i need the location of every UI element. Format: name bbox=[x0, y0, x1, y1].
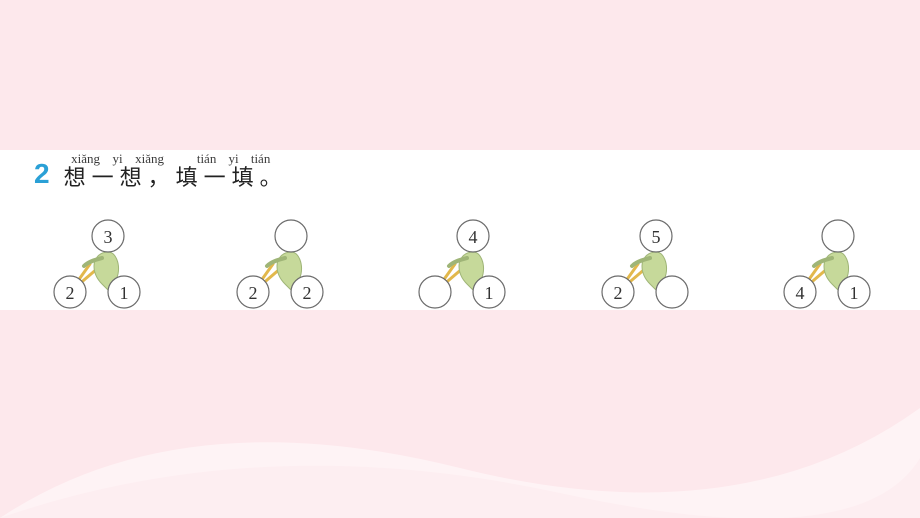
right-wheel-circle-value: 1 bbox=[850, 283, 859, 303]
bike-figure: 22 bbox=[233, 218, 343, 310]
pinyin-token: tián bbox=[190, 152, 224, 166]
question-panel: 2 xiǎngyixiǎngtiányitián 想一想，填一填。 321224… bbox=[0, 150, 920, 310]
right-wheel-circle bbox=[656, 276, 688, 308]
head-circle bbox=[275, 220, 307, 252]
bike-figure: 41 bbox=[415, 218, 525, 310]
right-wheel-circle-value: 1 bbox=[485, 283, 494, 303]
hanzi-line: 想一想，填一填。 bbox=[64, 166, 288, 190]
left-wheel-circle bbox=[419, 276, 451, 308]
figure-row: 32122415241 bbox=[0, 196, 920, 310]
question-header: 2 xiǎngyixiǎngtiányitián 想一想，填一填。 bbox=[0, 150, 920, 196]
pinyin-token: yi bbox=[108, 152, 128, 166]
background-top bbox=[0, 0, 920, 150]
pinyin-token: yi bbox=[224, 152, 244, 166]
pinyin-token: xiǎng bbox=[128, 152, 172, 166]
head-circle bbox=[822, 220, 854, 252]
pinyin-token: xiǎng bbox=[64, 152, 108, 166]
left-wheel-circle-value: 4 bbox=[796, 283, 805, 303]
pinyin-line: xiǎngyixiǎngtiányitián bbox=[64, 152, 288, 166]
head-circle-value: 3 bbox=[104, 227, 113, 247]
bike-figure: 41 bbox=[780, 218, 890, 310]
head-circle-value: 5 bbox=[651, 227, 660, 247]
left-wheel-circle-value: 2 bbox=[613, 283, 622, 303]
left-wheel-circle-value: 2 bbox=[248, 283, 257, 303]
background-bottom bbox=[0, 310, 920, 518]
pinyin-token: tián bbox=[244, 152, 278, 166]
head-circle-value: 4 bbox=[469, 227, 478, 247]
question-title: xiǎngyixiǎngtiányitián 想一想，填一填。 bbox=[64, 152, 288, 190]
bike-figure: 3 2 1 bbox=[50, 218, 160, 310]
right-wheel-circle-value: 1 bbox=[120, 283, 129, 303]
right-wheel-circle-value: 2 bbox=[302, 283, 311, 303]
question-number: 2 bbox=[34, 160, 50, 190]
left-wheel-circle-value: 2 bbox=[66, 283, 75, 303]
bike-figure: 52 bbox=[598, 218, 708, 310]
